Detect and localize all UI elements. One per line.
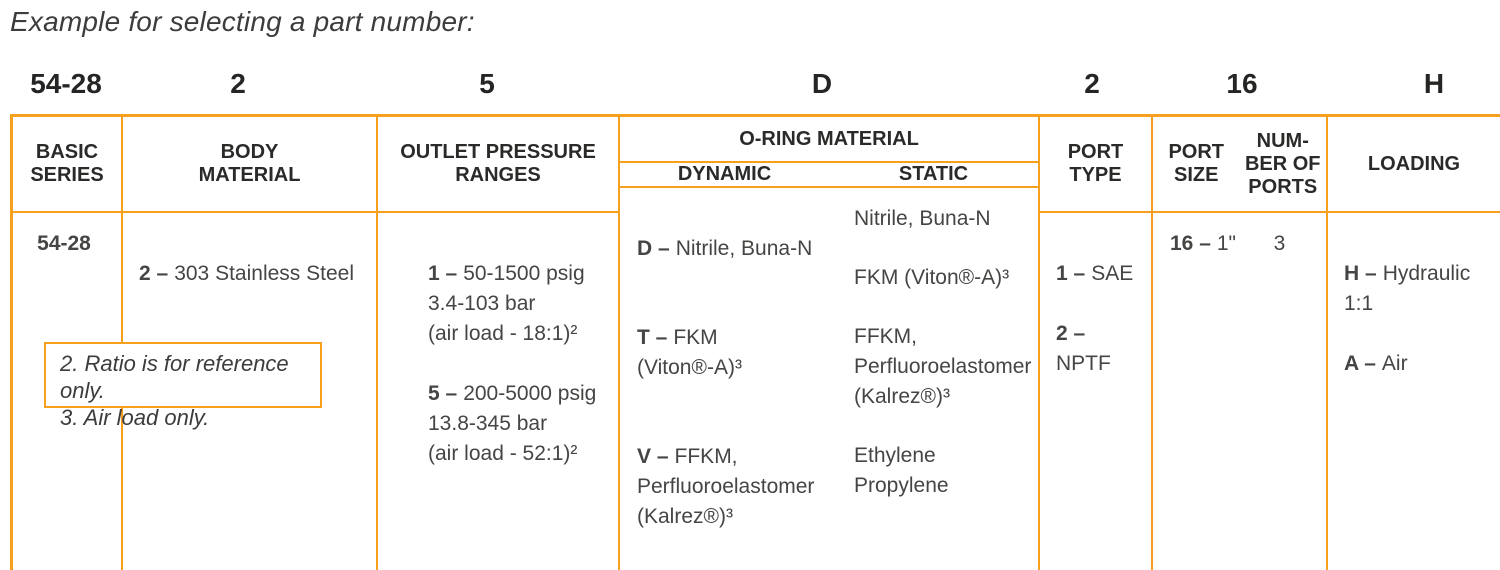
oring-static-option: Ethylene Propylene: [854, 444, 949, 497]
oring-static-option: FKM (Viton®-A)³: [854, 266, 1010, 289]
outlet-pressure-option: 5 –200-5000 psig 13.8-345 bar (air load …: [428, 382, 597, 465]
part-segment-oring: D: [811, 68, 833, 99]
column-port-type: PORT TYPE 1 – SAE 2 –NPTF: [1040, 117, 1153, 570]
outlet-pressure-option: 1 –50-1500 psig 3.4-103 bar (air load - …: [428, 262, 585, 345]
oring-dynamic-option: Z –Ethylene Propylene: [637, 561, 842, 570]
footnote-box: 2. Ratio is for reference only. 3. Air l…: [44, 342, 322, 430]
header-port-size-ports: PORT SIZE NUM- BER OF PORTS: [1153, 117, 1326, 213]
part-segment-body-material: 2: [230, 68, 246, 99]
header-basic-series: BASIC SERIES: [13, 117, 121, 213]
header-loading: LOADING: [1328, 117, 1500, 213]
header-number-of-ports: NUM- BER OF PORTS: [1244, 129, 1321, 198]
basic-series-value: 54-28: [37, 232, 91, 255]
part-segment-loading: H: [1423, 68, 1445, 99]
part-number-row: 54-28 2 5 D 2 16 H: [0, 68, 1500, 104]
cell-body-material: 2 –303 Stainless Steel: [123, 213, 376, 570]
oring-dynamic-option: V – FFKM, Perfluoroelastomer (Kalrez®)³: [637, 445, 815, 528]
header-oring-material: O-RING MATERIAL DYNAMIC STATIC: [620, 117, 1038, 188]
column-body-material: BODY MATERIAL 2 –303 Stainless Steel: [123, 117, 378, 570]
part-segment-outlet-pressure: 5: [479, 68, 495, 99]
cell-port-type: 1 – SAE 2 –NPTF: [1040, 213, 1151, 570]
cell-port-size-ports: 16 –1" 3: [1153, 213, 1326, 570]
subheader-static: STATIC: [898, 163, 969, 185]
oring-subheaders: DYNAMIC STATIC: [620, 163, 1038, 186]
oring-dynamic-list: D – Nitrile, Buna-N T – FKM (Viton®-A)³ V …: [620, 188, 842, 570]
column-port-size-ports: PORT SIZE NUM- BER OF PORTS 16 –1" 3: [1153, 117, 1328, 570]
header-port-type: PORT TYPE: [1040, 117, 1151, 213]
oring-dynamic-option: D – Nitrile, Buna-N: [637, 237, 813, 260]
cell-oring-material: D – Nitrile, Buna-N T – FKM (Viton®-A)³ V …: [620, 188, 1038, 570]
part-segment-basic-series: 54-28: [30, 68, 102, 99]
page-title: Example for selecting a part number:: [10, 6, 475, 37]
body-material-option: 2 –303 Stainless Steel: [139, 262, 354, 285]
column-oring-material: O-RING MATERIAL DYNAMIC STATIC D – Nitril…: [620, 117, 1040, 570]
header-outlet-pressure: OUTLET PRESSURE RANGES: [378, 117, 618, 213]
loading-option: H – Hydraulic 1:1: [1344, 262, 1471, 315]
loading-option: A – Air: [1344, 352, 1408, 375]
column-loading: LOADING H – Hydraulic 1:1 A – Air: [1328, 117, 1500, 570]
port-size-option: 16 –1": [1170, 232, 1237, 255]
footnote-line: 2. Ratio is for reference only.: [60, 351, 289, 403]
oring-static-list: Nitrile, Buna-N FKM (Viton®-A)³ FFKM, Pe…: [842, 188, 1038, 570]
oring-static-option: FFKM, Perfluoroelastomer (Kalrez®)³: [854, 325, 1032, 408]
cell-loading: H – Hydraulic 1:1 A – Air: [1328, 213, 1500, 570]
part-segment-port-type: 2: [1084, 68, 1100, 99]
column-outlet-pressure: OUTLET PRESSURE RANGES 1 –50-1500 psig 3…: [378, 117, 620, 570]
subheader-dynamic: DYNAMIC: [677, 163, 772, 185]
oring-material-label: O-RING MATERIAL: [620, 117, 1038, 163]
header-body-material: BODY MATERIAL: [123, 117, 376, 213]
port-type-option: 2 –NPTF: [1056, 322, 1111, 375]
cell-outlet-pressure: 1 –50-1500 psig 3.4-103 bar (air load - …: [378, 213, 618, 570]
oring-static-option: Nitrile, Buna-N: [854, 207, 991, 230]
footnote-line: 3. Air load only.: [60, 405, 210, 430]
part-segment-port-size: 16: [1226, 68, 1258, 99]
number-of-ports-value: 3: [1273, 232, 1286, 255]
port-type-option: 1 – SAE: [1056, 262, 1134, 285]
cell-basic-series: 54-28: [13, 213, 121, 570]
oring-dynamic-option: T – FKM (Viton®-A)³: [637, 326, 742, 379]
header-port-size: PORT SIZE: [1168, 141, 1225, 186]
